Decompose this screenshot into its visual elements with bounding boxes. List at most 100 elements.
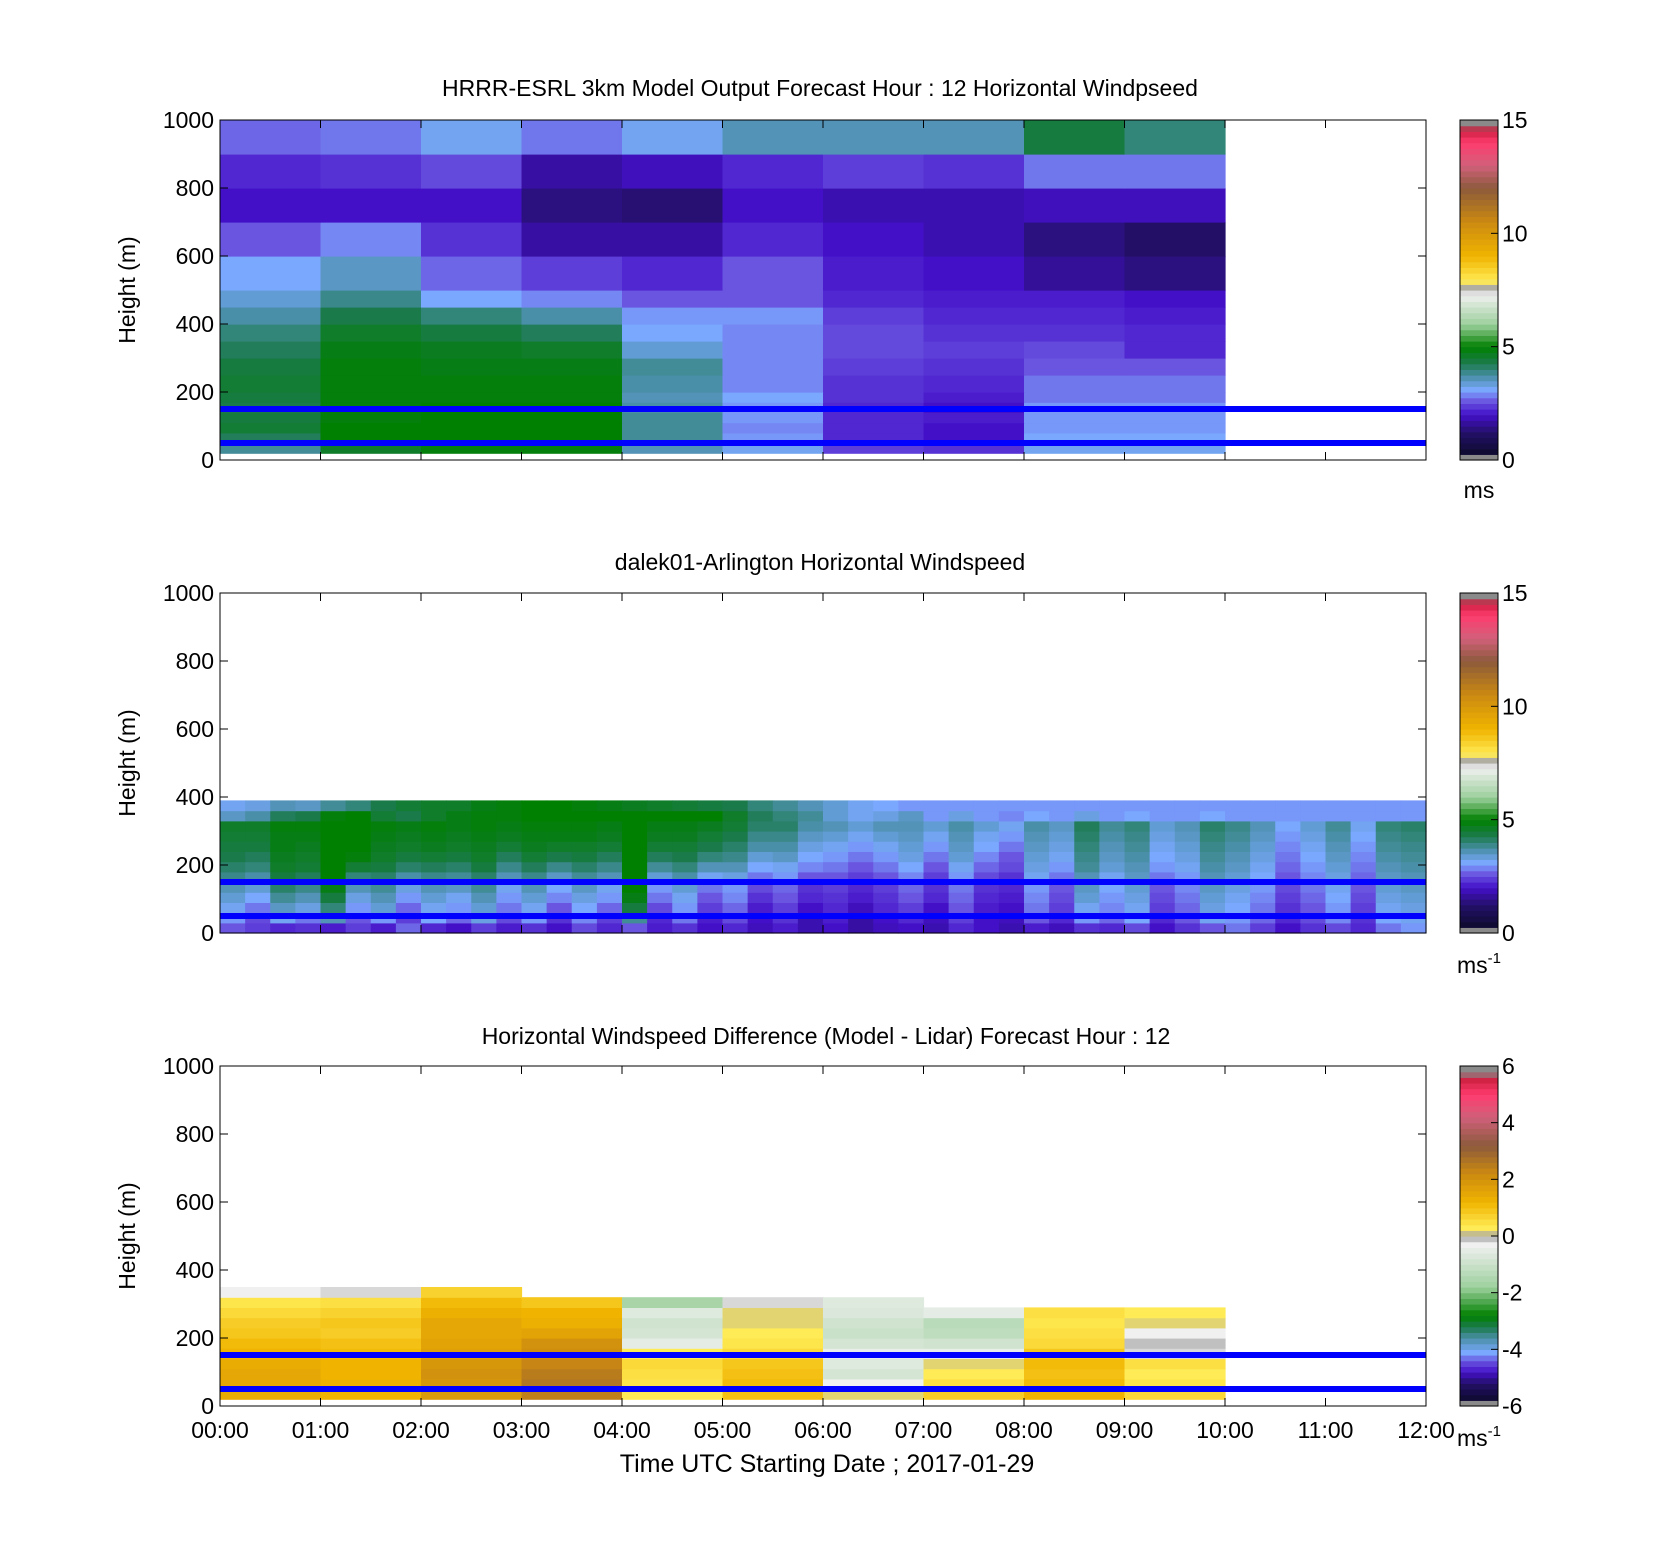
heat-cell: [622, 341, 724, 359]
heat-cell: [1250, 831, 1276, 842]
heat-cell: [496, 831, 523, 842]
heat-cell: [1024, 1317, 1126, 1329]
heat-cell: [245, 892, 271, 903]
heat-cell: [1024, 882, 1050, 893]
heat-cell: [320, 443, 422, 454]
colorbar-segment: [1460, 1292, 1498, 1299]
heat-cell: [722, 922, 749, 934]
heat-cell: [521, 882, 548, 893]
heat-cell: [1124, 324, 1226, 342]
heat-cell: [898, 841, 925, 852]
colorbar-segment: [1460, 593, 1498, 600]
heat-cell: [1124, 831, 1151, 842]
reference-lines: [220, 1352, 1426, 1392]
heat-cell: [622, 375, 724, 393]
heat-cell: [1199, 851, 1226, 863]
heat-cell: [722, 861, 749, 873]
heat-cell: [923, 1327, 1025, 1339]
heat-cell: [345, 800, 372, 812]
heat-cell: [471, 831, 497, 842]
heat-cell: [320, 324, 422, 342]
heat-cell: [1049, 841, 1075, 852]
heat-cell: [546, 861, 573, 873]
heat-cell: [1174, 810, 1201, 822]
time-tick-label: 04:00: [593, 1417, 651, 1443]
heat-cell: [496, 882, 523, 893]
heat-cell: [998, 882, 1025, 893]
heat-cell: [370, 831, 397, 842]
heat-cell: [546, 892, 573, 903]
heat-cell: [245, 800, 271, 812]
time-tick-label: 10:00: [1196, 1417, 1254, 1443]
heat-cell: [1124, 290, 1226, 308]
colorbar-segment: [1460, 1134, 1498, 1141]
heat-cell: [1024, 841, 1050, 852]
heat-cell: [1350, 841, 1377, 852]
heat-cell: [1225, 922, 1251, 934]
heat-cell: [923, 432, 1025, 444]
heat-cell: [797, 861, 824, 873]
colorbar-segment: [1460, 1168, 1498, 1175]
heat-cell: [948, 892, 975, 903]
colorbar-segment: [1460, 1190, 1498, 1197]
colorbar-segment: [1460, 1360, 1498, 1367]
heat-cell: [973, 922, 1000, 934]
heat-cell: [521, 800, 548, 812]
heat-cell: [1400, 861, 1427, 873]
heat-cell: [320, 851, 347, 863]
colorbar-segment: [1460, 1066, 1498, 1073]
heat-cell: [571, 831, 598, 842]
heat-cell: [320, 120, 422, 155]
heat-cell: [320, 375, 422, 393]
heat-cell: [270, 820, 296, 832]
heat-cell: [521, 432, 623, 444]
heat-cell: [295, 861, 322, 873]
heat-cell: [320, 392, 422, 403]
colorbar-segment: [1460, 621, 1498, 628]
heat-cell: [1024, 290, 1126, 308]
heat-cell: [320, 1297, 422, 1308]
colorbar-segment: [1460, 1400, 1498, 1407]
heat-cell: [220, 307, 322, 325]
heat-cell: [320, 820, 347, 832]
heat-cell: [823, 307, 925, 325]
heat-cell: [1099, 902, 1126, 914]
heat-cell: [320, 422, 422, 434]
heat-cell: [1099, 882, 1126, 893]
heat-cell: [1375, 871, 1402, 883]
heat-cell: [270, 810, 296, 822]
heat-cell: [1250, 851, 1276, 863]
heat-cell: [1124, 902, 1151, 914]
heat-cell: [1024, 256, 1126, 291]
panel-title: dalek01-Arlington Horizontal Windspeed: [615, 549, 1025, 575]
colorbar-segment: [1460, 1315, 1498, 1322]
heat-cell: [722, 841, 749, 852]
heat-cell: [220, 1389, 322, 1400]
heat-cell: [421, 1327, 523, 1339]
heatmap-cells: [220, 800, 1427, 934]
colorbar-segment: [1460, 876, 1498, 883]
heat-cell: [923, 120, 1025, 155]
heat-cell: [672, 800, 698, 812]
heat-cell: [320, 841, 347, 852]
heat-cell: [1124, 892, 1151, 903]
colorbar-segment: [1460, 717, 1498, 724]
heat-cell: [1350, 882, 1377, 893]
heat-cell: [320, 902, 347, 914]
heat-cell: [1049, 871, 1075, 883]
heat-cell: [823, 1297, 925, 1308]
heat-cell: [320, 831, 347, 842]
heat-cell: [722, 358, 824, 376]
x-axis-ticks: [219, 120, 1427, 460]
heat-cell: [697, 871, 724, 883]
heat-cell: [1074, 902, 1100, 914]
colorbar-segment: [1460, 1372, 1498, 1379]
colorbar-segment: [1460, 267, 1498, 274]
heat-cell: [923, 810, 950, 822]
colorbar-segment: [1460, 1270, 1498, 1277]
heat-cell: [823, 256, 925, 291]
heat-cell: [220, 422, 322, 434]
heat-cell: [1225, 820, 1251, 832]
heat-cell: [1024, 432, 1126, 444]
heat-cell: [672, 892, 698, 903]
